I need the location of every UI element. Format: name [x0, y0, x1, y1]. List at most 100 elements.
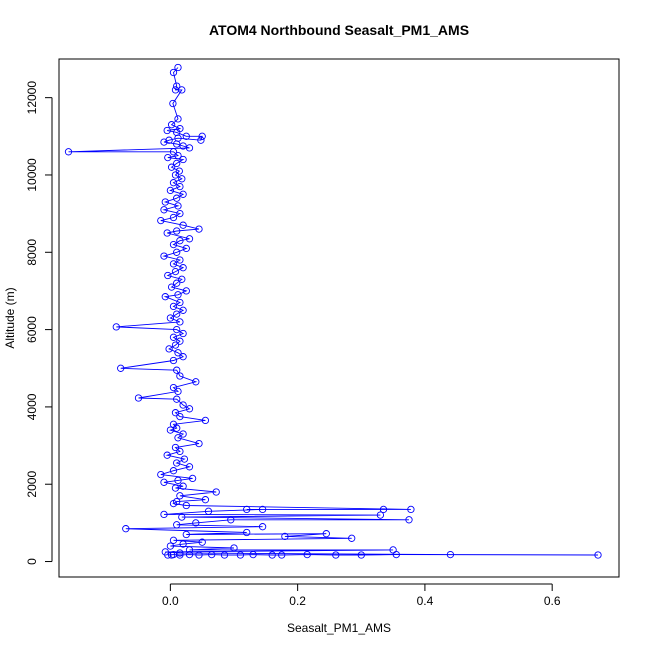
data-point	[179, 264, 187, 272]
data-point	[322, 530, 330, 538]
data-point	[182, 244, 190, 253]
x-tick-label: 0.6	[544, 594, 561, 608]
data-point	[174, 291, 182, 299]
data-point	[407, 505, 415, 514]
data-point	[164, 153, 172, 162]
data-point	[165, 136, 173, 144]
data-point	[230, 544, 238, 552]
data-point	[157, 216, 165, 225]
data-point	[281, 532, 289, 541]
data-point	[160, 206, 168, 214]
data-point	[174, 387, 182, 396]
data-point	[173, 366, 181, 374]
data-point	[169, 356, 178, 365]
data-point	[176, 182, 184, 191]
y-tick-label: 12000	[25, 81, 39, 115]
data-point	[163, 126, 171, 135]
data-point	[180, 455, 189, 463]
data-point	[169, 536, 178, 544]
data-point	[258, 505, 267, 514]
y-tick-label: 8000	[25, 239, 39, 266]
data-point	[182, 287, 190, 295]
data-point	[198, 538, 206, 546]
data-point	[185, 235, 194, 243]
data-point	[176, 412, 184, 421]
data-point	[176, 237, 184, 245]
data-point	[171, 409, 180, 417]
data-point	[179, 155, 187, 164]
data-point	[188, 474, 197, 483]
x-axis-label: Seasalt_PM1_AMS	[287, 621, 391, 635]
data-point	[173, 159, 181, 168]
data-point	[179, 430, 187, 438]
data-point	[173, 227, 181, 235]
data-point	[171, 484, 180, 492]
data-point	[64, 148, 73, 156]
data-point	[171, 171, 180, 179]
data-point	[198, 132, 206, 140]
data-point	[169, 213, 178, 222]
data-point	[173, 248, 181, 256]
y-axis-label: Altitude (m)	[3, 287, 17, 348]
data-point	[173, 459, 181, 467]
data-point	[185, 405, 194, 413]
data-point	[166, 314, 175, 322]
data-point	[171, 443, 180, 452]
data-point	[236, 551, 245, 559]
data-point	[174, 476, 182, 485]
data-point	[167, 283, 176, 291]
data-point	[176, 318, 184, 326]
data-point	[173, 140, 181, 148]
data-point	[212, 488, 220, 496]
data-point	[164, 551, 172, 559]
series-layer	[64, 63, 602, 559]
data-point	[160, 252, 168, 260]
data-point	[171, 341, 180, 349]
data-point	[185, 463, 194, 471]
data-point	[243, 528, 251, 537]
data-point	[179, 190, 187, 198]
data-point	[176, 256, 184, 264]
x-tick-label: 0.2	[289, 594, 306, 608]
data-point	[348, 534, 356, 542]
data-point	[195, 439, 203, 448]
data-point	[169, 240, 178, 249]
data-point	[278, 551, 286, 559]
data-point	[167, 121, 176, 129]
data-point	[174, 115, 182, 123]
data-point	[173, 325, 181, 334]
data-point	[169, 99, 177, 108]
data-point	[173, 395, 181, 403]
data-point	[332, 551, 340, 559]
data-point	[379, 505, 388, 514]
data-point	[160, 138, 168, 146]
plot-area-border	[58, 58, 620, 578]
data-point	[173, 194, 181, 202]
y-tick-label: 6000	[25, 316, 39, 343]
data-point	[376, 511, 385, 519]
data-point	[169, 499, 178, 508]
data-point	[169, 179, 178, 187]
data-point	[163, 451, 171, 459]
data-point	[195, 551, 203, 559]
data-point	[169, 148, 178, 156]
data-point	[208, 550, 216, 559]
data-point	[405, 516, 413, 524]
data-point	[169, 333, 178, 341]
data-point	[185, 144, 194, 152]
data-point	[173, 279, 181, 287]
data-point	[179, 329, 187, 338]
data-point	[169, 260, 178, 268]
x-axis: 0.0 0.2 0.4 0.6	[162, 583, 561, 608]
data-point	[174, 63, 182, 72]
y-tick-label: 2000	[25, 471, 39, 498]
data-point	[192, 519, 200, 527]
data-point	[169, 467, 178, 475]
data-point	[173, 310, 181, 318]
data-point	[594, 551, 602, 559]
data-point	[182, 501, 190, 510]
data-point	[165, 345, 173, 353]
data-point	[161, 293, 169, 301]
data-point	[174, 151, 182, 160]
